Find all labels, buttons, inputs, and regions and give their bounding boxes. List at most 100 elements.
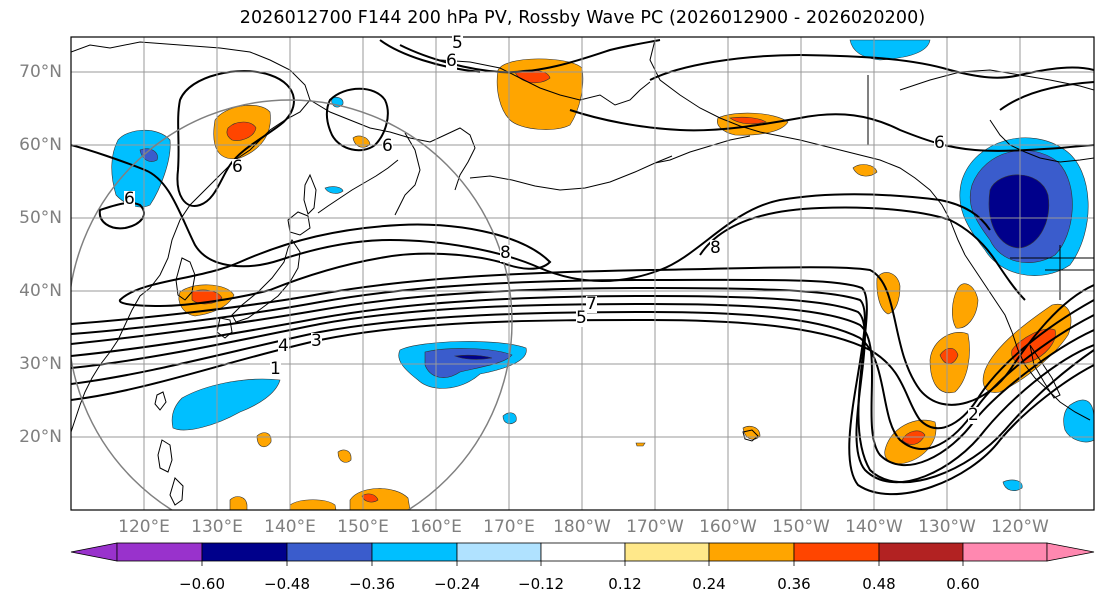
coastlines: [71, 39, 1094, 506]
colorbar-over-triangle: [1046, 542, 1095, 562]
pv-contour-18: [98, 201, 145, 230]
contour-label: 2: [968, 405, 979, 425]
lat-label: 20°N: [19, 427, 62, 447]
alaska-peninsula: [654, 135, 751, 164]
pv-contour-1: [71, 299, 1094, 430]
colorbar-bin: [962, 542, 1048, 562]
baja-california: [1029, 344, 1061, 399]
contour-label: 8: [500, 243, 511, 263]
lat-label: 40°N: [19, 281, 62, 301]
hawaii: [742, 429, 759, 442]
negative-anomaly-region: [988, 174, 1050, 249]
colorbar-bin: [624, 542, 710, 562]
pv-contour-6: [71, 278, 1094, 484]
lon-label: 140°E: [264, 517, 316, 537]
okhotsk-coast: [309, 99, 476, 191]
lon-label: 130°W: [918, 517, 976, 537]
positive-anomaly-region: [952, 283, 979, 329]
positive-anomaly-region: [226, 121, 257, 141]
pv-contour-17: [999, 81, 1094, 111]
negative-anomaly-region: [453, 354, 493, 360]
colorbar-bin: [878, 542, 964, 562]
map-title: 2026012700 F144 200 hPa PV, Rossby Wave …: [239, 8, 926, 28]
negative-anomaly-region: [324, 186, 344, 194]
colorbar: [70, 542, 1095, 566]
region-circle: [71, 99, 513, 510]
pv-contour-10: [699, 206, 1026, 301]
lat-label: 50°N: [19, 208, 62, 228]
contour-label: 6: [446, 51, 457, 71]
map-frame: [70, 36, 1095, 511]
contour-label: 1: [270, 359, 281, 379]
colorbar-bin: [286, 542, 373, 562]
pv-contour-8: [118, 223, 552, 308]
contour-label: 8: [710, 238, 721, 258]
pv-contour-7: [71, 266, 1094, 406]
contour-label: 6: [232, 157, 243, 177]
lon-label: 130°E: [191, 517, 243, 537]
colorbar-under-triangle: [70, 542, 118, 562]
contour-label: 7: [586, 294, 597, 314]
positive-anomaly-region: [901, 430, 926, 445]
lon-label: 160°W: [699, 517, 757, 537]
lon-label: 140°W: [845, 517, 903, 537]
contour-label: 4: [278, 336, 289, 356]
contour-label: 5: [576, 308, 587, 328]
positive-anomaly-region: [361, 493, 379, 503]
positive-anomaly-region: [289, 499, 337, 510]
kamchatka: [394, 132, 421, 216]
colorbar-bin: [540, 542, 626, 562]
negative-anomaly-region: [1002, 479, 1023, 491]
colorbar-tick-label: 0.12: [608, 575, 642, 593]
colorbar-tick-label: −0.60: [179, 575, 225, 593]
pv-contour-9: [71, 144, 991, 282]
kuril-islands: [317, 159, 399, 214]
negative-anomaly-region: [1063, 399, 1094, 443]
colorbar-tick-label: 0.24: [692, 575, 726, 593]
pv-contour-16: [569, 109, 1094, 152]
positive-anomaly-region: [939, 347, 959, 364]
contour-label: 5: [452, 33, 463, 53]
sakhalin: [303, 173, 317, 215]
colorbar-tick-label: −0.12: [518, 575, 564, 593]
positive-anomaly-region: [337, 449, 352, 463]
pv-contour-11: [176, 70, 295, 207]
colorbar-bin: [116, 542, 203, 562]
lat-label: 60°N: [19, 135, 62, 155]
colorbar-bin: [201, 542, 288, 562]
pv-contour-13: [399, 39, 661, 74]
positive-anomaly-region: [852, 164, 878, 177]
positive-anomaly-region: [635, 442, 646, 447]
positive-anomaly-region: [349, 488, 411, 510]
north-america-west-coast: [964, 254, 1091, 421]
lon-label: 170°W: [626, 517, 684, 537]
lon-label: 150°W: [772, 517, 830, 537]
lon-label: 120°W: [991, 517, 1049, 537]
japan-honshu: [231, 239, 301, 323]
positive-anomaly-region: [729, 116, 767, 125]
chukotka: [439, 59, 651, 106]
colorbar-bin: [793, 542, 880, 562]
lon-label: 180°W: [553, 517, 611, 537]
lon-label: 170°E: [483, 517, 535, 537]
colorbar-tick-label: 0.48: [862, 575, 896, 593]
pv-contour-14: [379, 39, 481, 73]
lon-label: 160°E: [410, 517, 462, 537]
asia-coast: [71, 41, 311, 433]
pv-contour-4: [71, 294, 1094, 484]
contour-label: 6: [382, 136, 393, 156]
colorbar-bin: [456, 542, 542, 562]
colorbar-bin: [371, 542, 458, 562]
colorbar-tick-label: −0.36: [349, 575, 395, 593]
philippines: [157, 439, 184, 506]
negative-anomaly-region: [171, 378, 281, 431]
lat-label: 30°N: [19, 354, 62, 374]
pv-contour-3: [71, 302, 1094, 466]
taiwan: [154, 391, 167, 411]
lon-label: 150°E: [337, 517, 389, 537]
positive-anomaly-region: [742, 425, 761, 440]
positive-anomaly-region: [256, 432, 272, 448]
colorbar-tick-label: −0.24: [434, 575, 480, 593]
colorbar-tick-label: −0.48: [264, 575, 310, 593]
